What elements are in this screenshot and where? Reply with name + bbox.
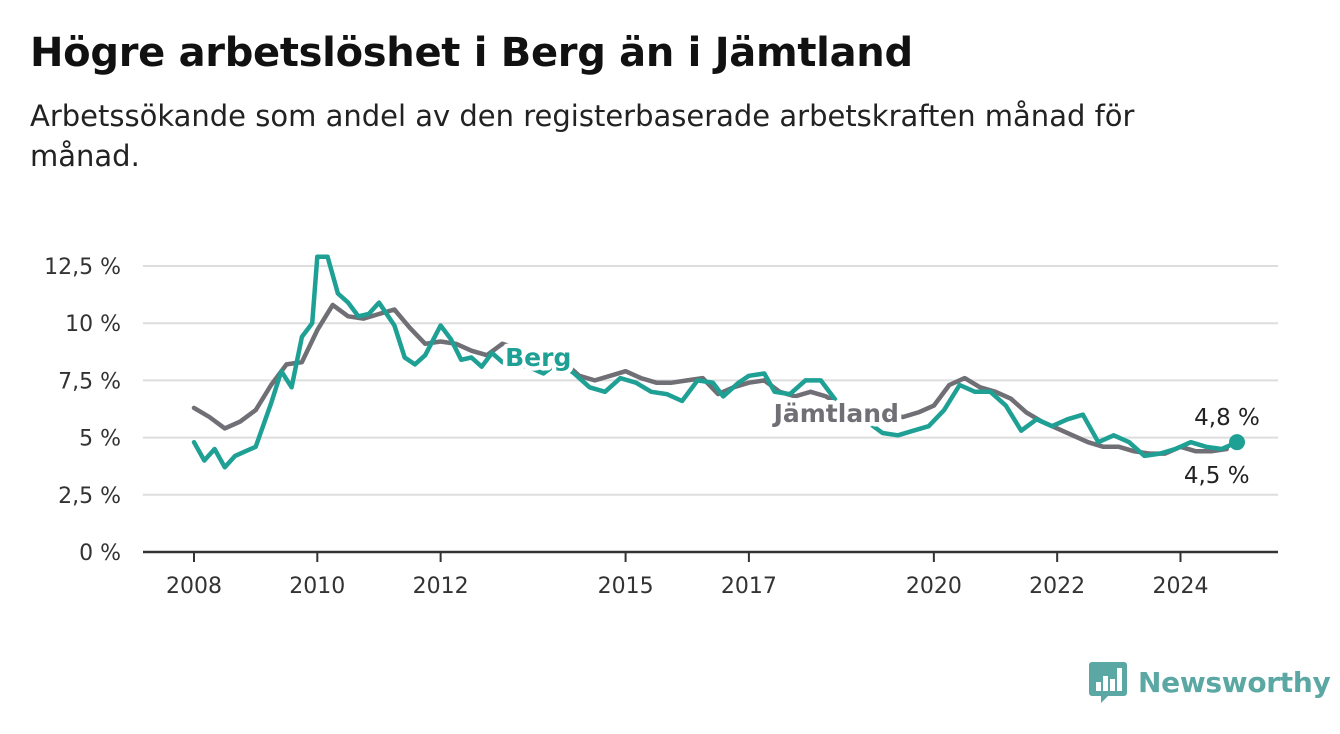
- x-tick-label: 2024: [1152, 574, 1208, 599]
- x-tick-label: 2012: [413, 574, 469, 599]
- series-label-berg: Berg: [505, 343, 571, 372]
- x-tick-label: 2008: [166, 574, 222, 599]
- x-tick-label: 2015: [598, 574, 654, 599]
- brand-logo: Newsworthy: [1088, 660, 1331, 704]
- brand-name: Newsworthy: [1138, 665, 1331, 699]
- y-tick-label: 2,5 %: [58, 484, 121, 509]
- chart-subtitle: Arbetssökande som andel av den registerb…: [30, 99, 1135, 173]
- y-tick-label: 7,5 %: [58, 369, 121, 394]
- line-chart: 0 %2,5 %5 %7,5 %10 %12,5 % 2008 2010 2012 2…: [44, 254, 1278, 599]
- x-tick-label: 2022: [1029, 574, 1085, 599]
- end-label-jamtland: 4,5 %: [1184, 463, 1250, 489]
- series-label-jamtland: Jämtland: [772, 399, 899, 428]
- end-point-berg: [1229, 434, 1245, 451]
- bar-chart-speech-bubble-icon: [1089, 662, 1127, 703]
- series-line-berg: [191, 254, 1240, 470]
- x-tick-label: 2010: [289, 574, 345, 599]
- end-label-berg: 4,8 %: [1194, 405, 1260, 431]
- x-tick-label: 2020: [906, 574, 962, 599]
- chart-title: Högre arbetslöshet i Berg än i Jämtland: [30, 30, 913, 76]
- series-lines: [191, 254, 1240, 470]
- y-tick-label: 0 %: [79, 541, 121, 566]
- y-tick-label: 5 %: [79, 427, 121, 452]
- y-axis-ticks: 0 % 2,5 % 5 % 7,5 % 10 % 12,5 %: [44, 255, 121, 566]
- y-tick-label: 10 %: [65, 312, 121, 337]
- x-axis: 2008 2010 2012 2015 2017 2020 2022 2024: [143, 550, 1278, 599]
- x-tick-label: 2017: [721, 574, 777, 599]
- y-tick-label: 12,5 %: [44, 255, 121, 280]
- series-line-jamtland: [191, 302, 1229, 456]
- series-labels: Jämtland 4,5 % Berg 4,8 %: [501, 339, 1263, 493]
